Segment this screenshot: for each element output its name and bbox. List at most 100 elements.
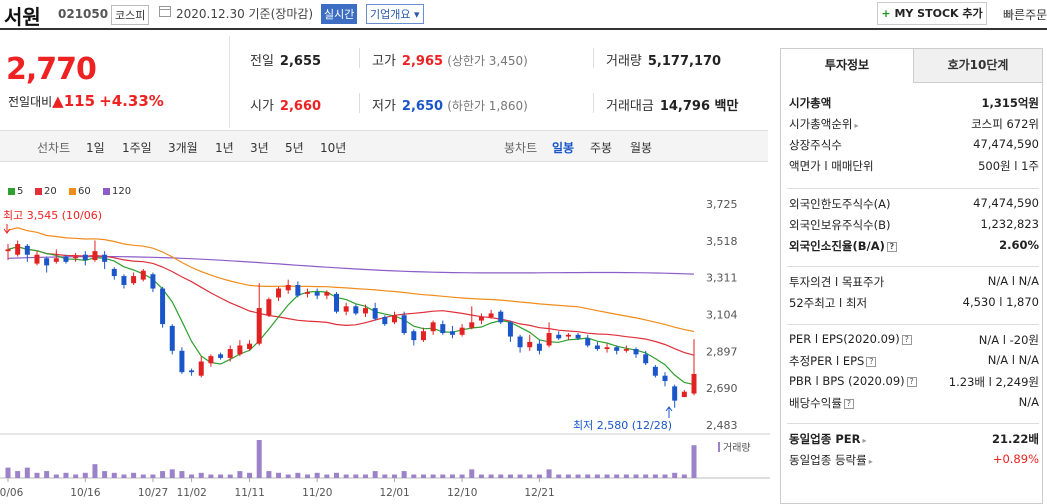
candle-body: [623, 349, 629, 351]
volume-bar: [179, 471, 185, 478]
stat-label: 시가: [250, 99, 274, 114]
help-icon[interactable]: ?: [886, 241, 897, 252]
invest-row-value: 2.60%: [999, 238, 1039, 252]
invest-row-label-text: 외국인한도주식수(A): [789, 197, 891, 211]
volume-bar: [102, 471, 108, 478]
invest-row-label: PBR l BPS (2020.09)?: [789, 374, 917, 388]
price-chart[interactable]: 3,725 3,518 3,311 3,104 2,897 2,690 2,483 10/06…: [0, 180, 770, 504]
volume-bar: [24, 467, 30, 478]
invest-row-value: N/A: [1018, 395, 1039, 409]
candle-body: [334, 293, 340, 312]
legend-ma60: 60: [69, 186, 91, 197]
stat-value: 14,796 백만: [659, 99, 739, 114]
invest-row-value: 코스피 672위: [971, 117, 1039, 131]
invest-row-label-text: 동일업종 PER: [789, 432, 861, 446]
invest-row-label-text: 동일업종 등락률: [789, 453, 867, 467]
volume-bar: [198, 472, 204, 478]
candle-body: [498, 311, 504, 323]
help-icon[interactable]: ?: [901, 334, 912, 345]
period-1w[interactable]: 1주일: [122, 141, 152, 155]
volume-bar: [469, 469, 475, 478]
candle-body: [546, 333, 552, 346]
invest-row-value: 4,530 l 1,870: [962, 295, 1039, 309]
period-1d[interactable]: 1일: [86, 141, 105, 155]
candle-body: [92, 251, 98, 261]
candle-daily[interactable]: 일봉: [552, 141, 575, 155]
volume-bar: [160, 471, 166, 478]
candle-body: [314, 292, 320, 296]
help-icon[interactable]: ?: [906, 376, 917, 387]
volume-bar: [459, 474, 465, 478]
volume-bar: [266, 471, 272, 478]
panel-tabs: 투자정보 호가10단계: [781, 49, 1042, 83]
invest-row-label: 액면가 l 매매단위: [789, 158, 874, 174]
mystock-add-button[interactable]: + MY STOCK 추가: [877, 2, 987, 25]
candle-body: [24, 245, 30, 255]
candle-body: [517, 336, 523, 348]
stat-label: 고가: [372, 54, 396, 69]
ma5-line: [7, 246, 695, 386]
quick-order-link[interactable]: 빠른주문: [1003, 8, 1047, 22]
stat-low: 저가 2,650 (하한가 1,860): [372, 95, 528, 114]
volume-bar: [672, 472, 678, 478]
invest-row-value: +0.89%: [992, 452, 1039, 466]
invest-row-label-text: PBR l BPS (2020.09): [789, 374, 905, 388]
candle-body: [73, 256, 79, 259]
volume-bar: [382, 474, 388, 478]
candle-body: [401, 315, 407, 334]
invest-row-value: 47,474,590: [973, 137, 1039, 151]
period-5y[interactable]: 5년: [285, 141, 304, 155]
volume-bar: [5, 467, 11, 478]
candle-body: [53, 258, 59, 262]
info-arrow-icon[interactable]: ▸: [868, 457, 873, 466]
candle-body: [256, 308, 262, 344]
candle-body: [459, 327, 465, 335]
volume-bar: [169, 469, 175, 478]
help-icon[interactable]: ?: [866, 356, 877, 367]
candle-body: [633, 349, 639, 355]
volume-bar: [208, 474, 214, 478]
candle-weekly[interactable]: 주봉: [590, 141, 613, 155]
volume-bar: [353, 474, 359, 478]
candle-body: [372, 308, 378, 319]
invest-row-label: 52주최고 l 최저: [789, 295, 867, 311]
realtime-button[interactable]: 실시간: [321, 4, 358, 24]
help-icon[interactable]: ?: [843, 398, 854, 409]
period-3y[interactable]: 3년: [250, 141, 269, 155]
stat-label: 거래대금: [606, 99, 654, 114]
volume-bar: [565, 474, 571, 478]
period-1y[interactable]: 1년: [215, 141, 234, 155]
volume-bar: [691, 445, 697, 478]
invest-row-label-text: 시가총액순위: [789, 117, 853, 131]
plus-icon: +: [881, 7, 891, 20]
info-arrow-icon[interactable]: ▸: [854, 121, 859, 130]
tab-order-book[interactable]: 호가10단계: [914, 49, 1042, 83]
volume-bar: [314, 472, 320, 478]
candle-monthly[interactable]: 월봉: [630, 141, 653, 155]
company-info-dropdown[interactable]: 기업개요 ▾: [366, 4, 424, 24]
invest-row-label-text: 외국인소진율(B/A): [789, 239, 885, 253]
period-3m[interactable]: 3개월: [168, 141, 198, 155]
volume-bar: [218, 474, 224, 478]
volume-bar: [247, 472, 253, 478]
invest-row-label: 시가총액: [789, 95, 831, 111]
volume-bar: [401, 471, 407, 478]
volume-bar: [121, 474, 127, 478]
tab-invest-info[interactable]: 투자정보: [781, 49, 914, 83]
stat-value: 2,655: [279, 54, 322, 69]
info-arrow-icon[interactable]: ▸: [862, 436, 867, 445]
invest-row-label-text: 투자의견 l 목표주가: [789, 275, 885, 289]
legend-swatch: [35, 187, 42, 195]
ma20-line: [7, 246, 695, 356]
ma60-line: [7, 227, 695, 333]
candle-body: [420, 331, 426, 341]
price-stats: 전일 2,655 고가 2,965 (상한가 3,450) 거래량 5,177,170…: [232, 36, 762, 128]
candle-body: [575, 334, 581, 339]
candle-body: [585, 338, 591, 346]
candle-body: [276, 288, 282, 298]
stock-code: 021050: [58, 7, 109, 21]
chevron-down-icon: ▾: [413, 8, 420, 21]
legend-ma5: 5: [8, 186, 23, 197]
current-price-box: 2,770 전일대비▲115 +4.33%: [0, 36, 230, 128]
period-10y[interactable]: 10년: [320, 141, 347, 155]
